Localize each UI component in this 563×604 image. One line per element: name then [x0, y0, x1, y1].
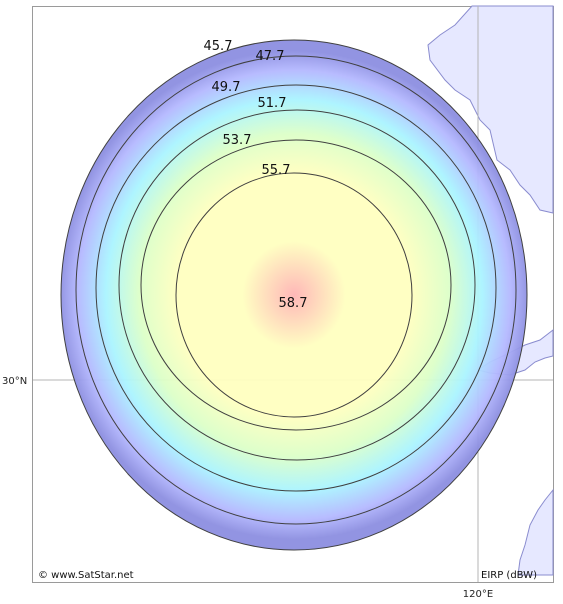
contour-51-7	[118, 109, 476, 461]
contour-53-7	[140, 139, 452, 431]
contour-label-55-7: 55.7	[262, 163, 291, 178]
landmass-south-east	[517, 488, 554, 576]
contour-label-51-7: 51.7	[258, 96, 287, 111]
legend-unit-label: EIRP (dBW)	[481, 570, 537, 581]
contour-label-47-7: 47.7	[256, 49, 285, 64]
peak-label: 58.7	[279, 296, 308, 311]
landmass-north-east	[427, 5, 554, 214]
contour-49-7	[95, 84, 497, 492]
contour-label-53-7: 53.7	[223, 133, 252, 148]
latitude-label: 30°N	[2, 376, 27, 387]
contour-label-49-7: 49.7	[212, 80, 241, 95]
contour-47-7	[75, 55, 517, 525]
longitude-label: 120°E	[463, 589, 493, 600]
contour-55-7	[175, 172, 413, 418]
beam-footprint-fill	[61, 40, 527, 550]
map-frame	[32, 6, 554, 583]
copyright-text: © www.SatStar.net	[38, 570, 134, 581]
contour-label-45-7: 45.7	[204, 39, 233, 54]
contour-45-7	[60, 39, 528, 551]
